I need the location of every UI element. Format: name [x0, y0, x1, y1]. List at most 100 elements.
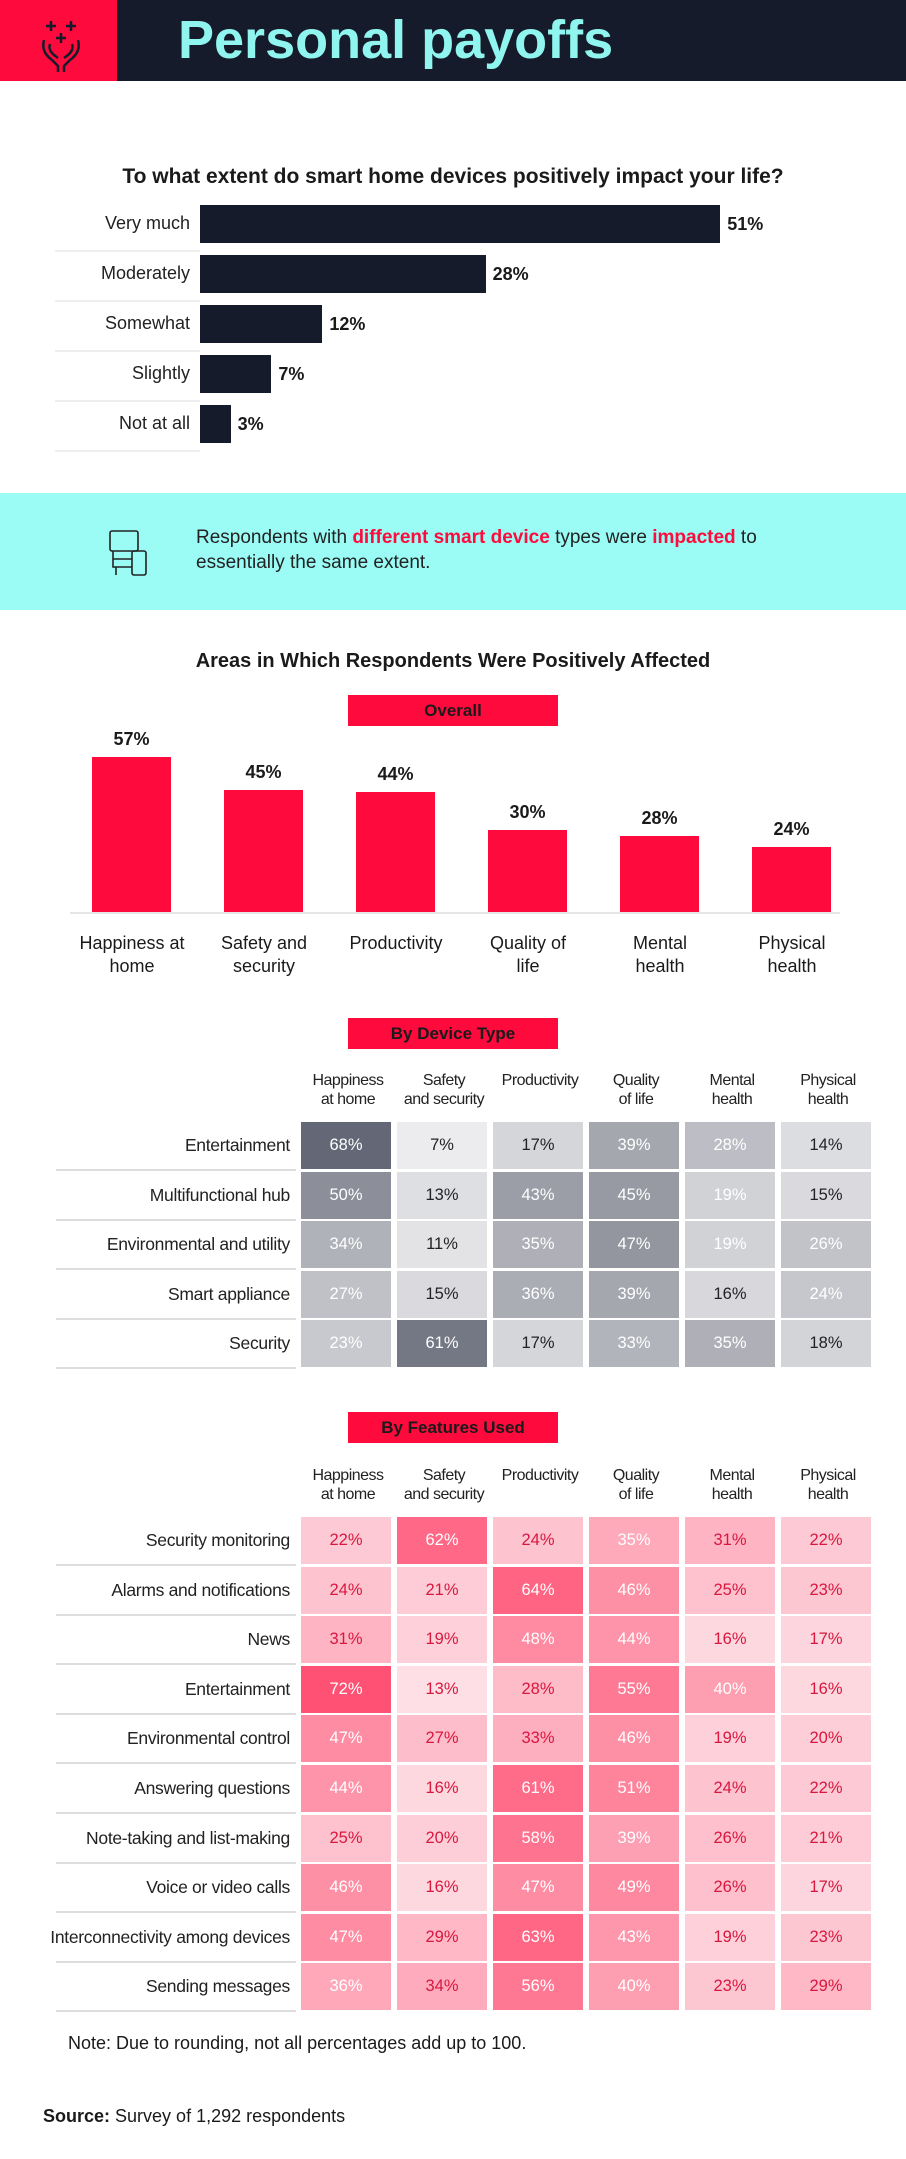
heatmap-cell: 23% [301, 1320, 391, 1368]
heatmap-cell: 44% [589, 1616, 679, 1664]
bar [200, 255, 486, 293]
heatmap-cell: 31% [685, 1517, 775, 1564]
category-label: Happiness at home [79, 933, 185, 976]
heatmap-cell: 16% [685, 1616, 775, 1664]
heatmap-cell: 47% [493, 1864, 583, 1912]
heatmap-cell: 68% [301, 1122, 391, 1169]
column-header: Quality of life [612, 1072, 660, 1108]
bar-value-label: 44% [377, 764, 414, 785]
heatmap-cell: 62% [397, 1517, 487, 1564]
heatmap-cell: 40% [589, 1963, 679, 2011]
heatmap-cell: 26% [781, 1221, 871, 1269]
category-label: Physical health [758, 933, 826, 976]
row-label: Answering questions [134, 1778, 290, 1798]
heatmap-cell: 43% [589, 1913, 679, 1961]
heatmap-cell: 40% [685, 1665, 775, 1713]
row-divider [56, 1812, 296, 1814]
heatmap-cell: 17% [493, 1320, 583, 1368]
column-header: Safety and security [403, 1072, 485, 1108]
row-label: Entertainment [184, 1678, 290, 1699]
row-label: Entertainment [184, 1135, 290, 1155]
row-label: Interconnectivity among devices [50, 1926, 290, 1947]
heatmap-cell: 16% [685, 1270, 775, 1318]
heatmap-cell: 20% [781, 1715, 871, 1763]
heatmap-cell: 26% [685, 1814, 775, 1862]
heatmap-cell: 7% [397, 1122, 487, 1169]
question-title: To what extent do smart home devices pos… [122, 165, 784, 188]
heatmap-cell: 47% [301, 1715, 391, 1763]
bar-value-label: 3% [237, 414, 264, 434]
heatmap-cell: 28% [685, 1122, 775, 1169]
heatmap-cell: 35% [589, 1517, 679, 1564]
heatmap-cell: 22% [301, 1517, 391, 1564]
callout-highlight: impacted [652, 527, 736, 548]
row-divider [56, 1911, 296, 1914]
heatmap-cell: 14% [781, 1122, 871, 1169]
heatmap-cell: 17% [781, 1616, 871, 1664]
column-header: Happiness at home [312, 1467, 384, 1503]
row-divider [55, 450, 200, 452]
bar-value-label: 28% [641, 807, 678, 828]
heatmap-cell: 18% [781, 1320, 871, 1368]
heatmap-cell: 19% [685, 1715, 775, 1763]
callout-text-part: essentially the same extent. [196, 552, 431, 573]
heatmap-cell: 48% [493, 1616, 583, 1664]
bar [620, 835, 699, 912]
row-divider [55, 350, 200, 352]
heatmap-cell: 19% [685, 1221, 775, 1269]
row-label: Environmental control [127, 1728, 290, 1749]
callout-band [0, 493, 906, 610]
bar [224, 789, 303, 912]
heatmap-cell: 50% [301, 1171, 391, 1219]
bar [356, 792, 435, 912]
heatmap-cell: 19% [685, 1913, 775, 1961]
heatmap-cell: 23% [685, 1963, 775, 2011]
row-divider [55, 300, 200, 302]
bar [200, 305, 323, 343]
heatmap-cell: 36% [301, 1963, 391, 2011]
column-header: Mental health [709, 1072, 755, 1108]
row-divider [55, 400, 200, 402]
source-label: Source: [43, 2106, 111, 2126]
heatmap-cell: 43% [493, 1171, 583, 1219]
heatmap-cell: 22% [781, 1765, 871, 1812]
row-label: Note-taking and list-making [86, 1827, 290, 1848]
row-label: Security [229, 1333, 290, 1354]
row-divider [56, 1169, 296, 1171]
bar-category-label: Not at all [118, 413, 190, 433]
heatmap-cell: 45% [589, 1171, 679, 1219]
areas-title: Areas in Which Respondents Were Positive… [195, 650, 711, 672]
row-label: News [247, 1629, 290, 1650]
source-text: Survey of 1,292 respondents [110, 2106, 346, 2126]
column-header: Productivity [501, 1467, 579, 1484]
heatmap-cell: 35% [493, 1221, 583, 1269]
heatmap-cell: 46% [589, 1566, 679, 1614]
heatmap-cell: 16% [397, 1765, 487, 1812]
heatmap-cell: 36% [493, 1270, 583, 1318]
row-divider [55, 250, 200, 252]
bar [200, 205, 721, 243]
heatmap-cell: 61% [397, 1320, 487, 1368]
bar-value-label: 30% [509, 802, 546, 823]
heatmap-cell: 33% [493, 1715, 583, 1763]
bar [200, 405, 231, 443]
column-header: Physical health [800, 1072, 856, 1108]
callout-text-part: to [735, 527, 757, 548]
features-label: By Features Used [348, 1412, 558, 1443]
heatmap-cell: 55% [589, 1665, 679, 1713]
heatmap-cell: 35% [685, 1320, 775, 1368]
bar-value-label: 57% [113, 728, 150, 749]
category-label: Mental health [632, 933, 688, 976]
row-label: Sending messages [145, 1976, 290, 1997]
bar-value-label: 51% [727, 214, 764, 234]
row-divider [56, 2010, 296, 2013]
heatmap-cell: 33% [589, 1320, 679, 1368]
callout-text: Respondents with different smart device … [196, 525, 796, 575]
row-divider [56, 1663, 296, 1666]
row-divider [56, 1712, 296, 1715]
heatmap-cell: 31% [301, 1616, 391, 1664]
heatmap-cell: 25% [301, 1814, 391, 1862]
heatmap-cell: 58% [493, 1814, 583, 1862]
category-label: Productivity [349, 933, 443, 953]
category-label: Safety and security [220, 933, 308, 976]
